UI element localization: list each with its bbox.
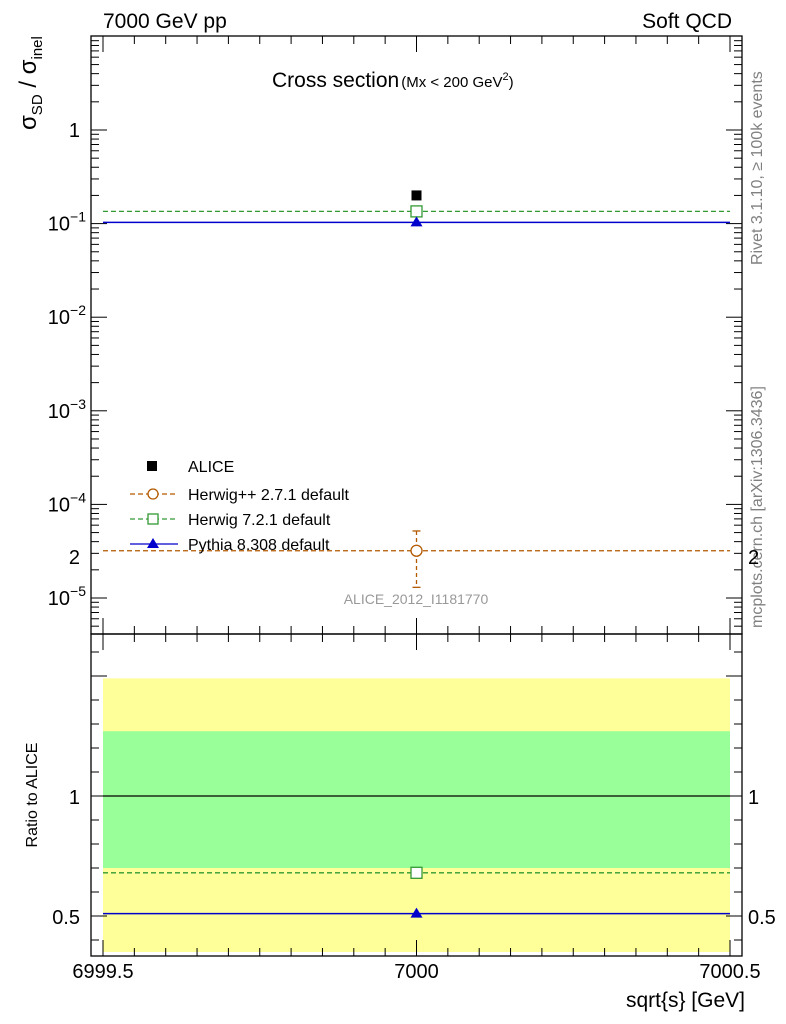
main-data-marks (103, 190, 730, 588)
legend-label-alice: ALICE (188, 459, 234, 476)
xlabel: sqrt{s} [GeV] (626, 989, 745, 1012)
legend-label-pythia: Pythia 8.308 default (188, 537, 330, 554)
legend-marker-alice (147, 461, 157, 471)
ratio-frame (90, 633, 743, 957)
rivet-label: Rivet 3.1.10, ≥ 100k events (749, 71, 766, 265)
herwigpp-point (410, 544, 423, 557)
pythia-point (410, 216, 423, 227)
alice-point (411, 190, 422, 201)
main-ytick-label: 10−5 (48, 583, 86, 610)
xtick-labels: 6999.5 7000 7000.5 (72, 961, 760, 983)
herwig7-point (410, 205, 423, 218)
mcplots-label: mcplots.cern.ch [arXiv:1306.3436] (749, 386, 766, 628)
legend-label-herwigpp: Herwig++ 2.7.1 default (188, 487, 350, 504)
main-title: Cross section (Mx < 200 GeV2) (272, 69, 514, 92)
ratio-ytick-label-left: 0.5 (52, 907, 80, 929)
ratio-ytick-label-right: 1 (748, 787, 759, 809)
ratio-ytick-label-left: 1 (69, 787, 80, 809)
ratio-ytick-label-left: 2 (69, 547, 80, 569)
main-ytick-label: 10−3 (48, 396, 86, 423)
main-ytick-label: 1 (69, 120, 80, 142)
ratio-pythia-point (410, 907, 423, 918)
legend-marker-herwigpp (147, 488, 159, 500)
main-ytick-label: 10−4 (48, 489, 86, 516)
main-ytick-labels: 1 10−1 10−2 10−3 10−4 10−5 (48, 120, 86, 610)
xtick-label: 7000 (394, 961, 439, 983)
analysis-watermark: ALICE_2012_I1181770 (344, 591, 489, 607)
ratio-axis-ticks (91, 634, 742, 956)
header-left: 7000 GeV pp (103, 10, 227, 33)
legend-label-herwig7: Herwig 7.2.1 default (188, 512, 331, 529)
legend-marker-pythia (147, 538, 159, 548)
main-ytick-label: 10−1 (48, 209, 86, 236)
xtick-label: 6999.5 (72, 961, 133, 983)
ratio-ylabel: Ratio to ALICE (24, 743, 41, 848)
ratio-bands (103, 678, 730, 952)
ratio-band (103, 731, 730, 868)
ratio-ytick-labels: 0.5 0.5 1 1 2 2 (52, 547, 776, 929)
ratio-herwig7-point (410, 866, 423, 879)
xtick-label: 7000.5 (699, 961, 760, 983)
main-ytick-label: 10−2 (48, 302, 86, 329)
main-axis-ticks (91, 36, 742, 634)
header-right: Soft QCD (642, 10, 732, 33)
main-ylabel: σSD / σinel (15, 36, 46, 130)
legend-marker-herwig7 (147, 513, 159, 525)
ratio-ytick-label-right: 2 (748, 547, 759, 569)
ratio-ytick-label-right: 0.5 (748, 907, 776, 929)
ratio-data-marks (103, 795, 730, 918)
legend: ALICE Herwig++ 2.7.1 default Herwig 7.2.… (130, 459, 350, 554)
